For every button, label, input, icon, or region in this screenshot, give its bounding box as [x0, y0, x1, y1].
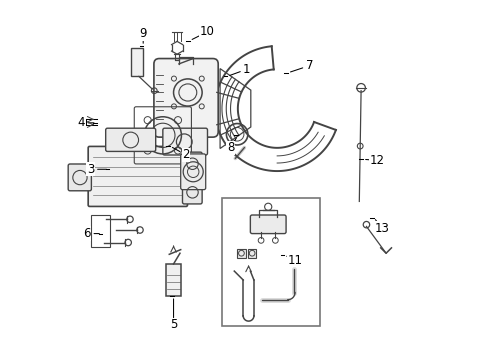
FancyBboxPatch shape [106, 128, 156, 152]
Text: 8: 8 [227, 141, 234, 154]
Text: 4: 4 [77, 116, 85, 129]
FancyBboxPatch shape [88, 147, 188, 206]
FancyBboxPatch shape [68, 164, 92, 191]
Bar [248, 249, 256, 257]
Text: 11: 11 [288, 254, 302, 267]
Text: 10: 10 [200, 25, 215, 38]
FancyBboxPatch shape [182, 152, 202, 175]
FancyBboxPatch shape [154, 59, 218, 137]
Text: 6: 6 [83, 227, 91, 240]
FancyBboxPatch shape [181, 154, 206, 190]
Text: 13: 13 [375, 222, 390, 235]
FancyBboxPatch shape [163, 128, 207, 155]
Text: 9: 9 [140, 27, 147, 40]
Bar [167, 264, 181, 296]
Text: 1: 1 [243, 63, 250, 76]
Bar [222, 198, 320, 327]
Text: 4: 4 [77, 116, 85, 129]
Text: 7: 7 [306, 59, 313, 72]
Bar [91, 215, 110, 247]
FancyBboxPatch shape [182, 181, 202, 204]
Text: 3: 3 [87, 163, 95, 176]
Text: 12: 12 [369, 154, 385, 167]
FancyBboxPatch shape [250, 215, 286, 234]
Text: 5: 5 [170, 318, 177, 331]
Text: 2: 2 [182, 148, 190, 162]
Bar [237, 249, 245, 257]
Bar [131, 48, 143, 76]
